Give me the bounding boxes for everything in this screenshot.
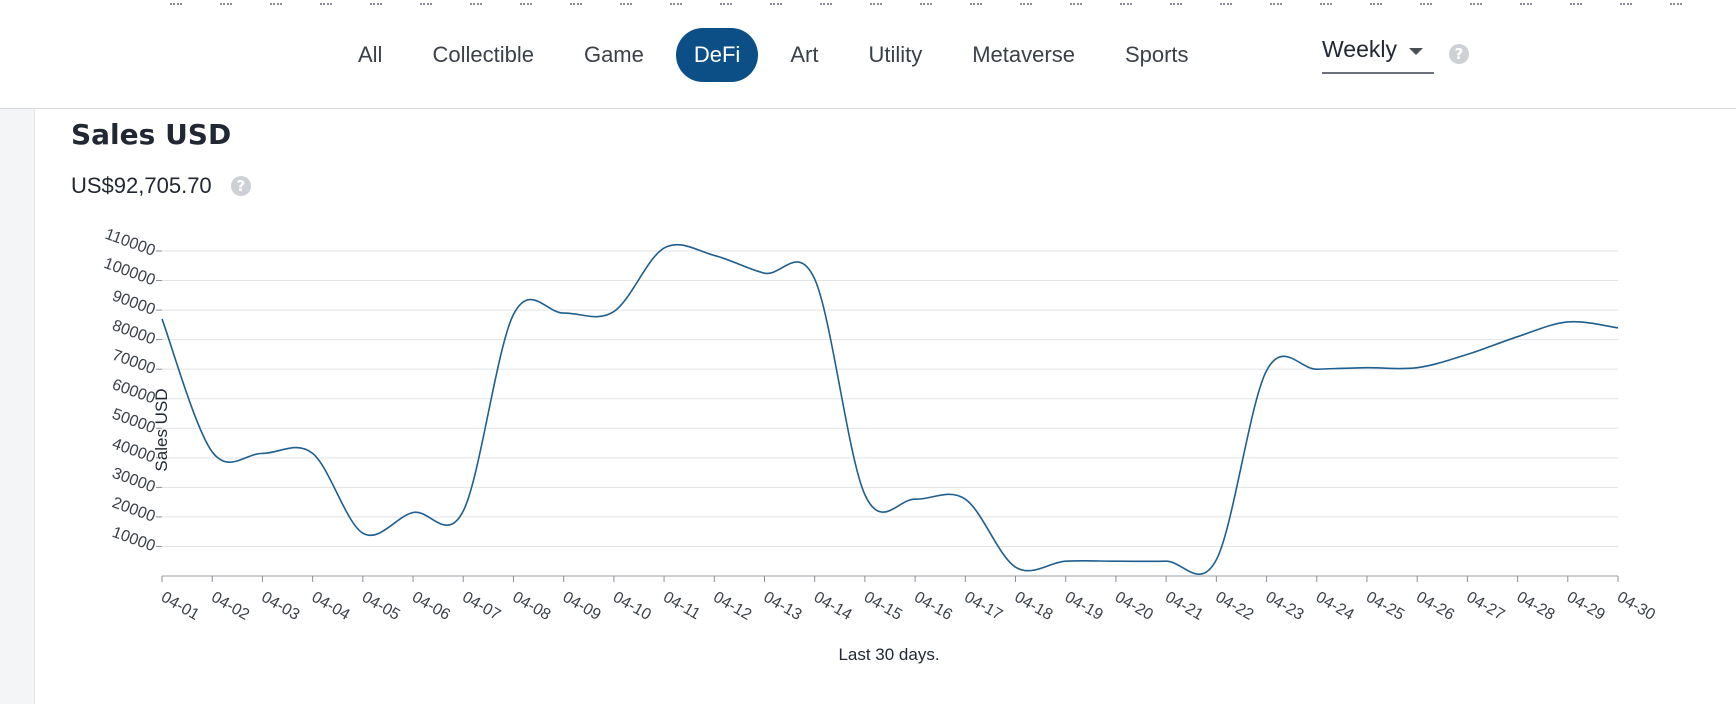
x-tick-label: 04-18 bbox=[1012, 589, 1056, 624]
chevron-down-icon bbox=[1409, 48, 1423, 55]
cropped-icon bbox=[1220, 0, 1232, 5]
y-tick-label: 110000 bbox=[103, 226, 158, 260]
cropped-icon bbox=[770, 0, 782, 5]
cropped-icon bbox=[1320, 0, 1332, 5]
tab-metaverse[interactable]: Metaverse bbox=[972, 42, 1075, 67]
x-tick-label: 04-28 bbox=[1514, 589, 1558, 624]
total-sales-value: US$92,705.70 bbox=[71, 173, 212, 198]
cropped-top-strip bbox=[0, 0, 1736, 6]
tab-utility[interactable]: Utility bbox=[868, 42, 923, 67]
left-sidebar bbox=[0, 109, 35, 704]
y-tick-label: 90000 bbox=[110, 288, 158, 319]
cropped-icon bbox=[320, 0, 332, 5]
x-tick-label: 04-25 bbox=[1363, 589, 1407, 624]
period-help-icon[interactable]: ? bbox=[1449, 44, 1469, 64]
cropped-icon bbox=[270, 0, 282, 5]
x-tick-label: 04-04 bbox=[309, 589, 353, 624]
x-tick-label: 04-17 bbox=[961, 589, 1005, 624]
x-tick-label: 04-22 bbox=[1212, 589, 1256, 624]
chart-title: Sales USD bbox=[71, 118, 232, 151]
cropped-icon bbox=[1520, 0, 1532, 5]
tab-defi[interactable]: DeFi bbox=[675, 28, 759, 82]
cropped-icon bbox=[1270, 0, 1282, 5]
x-tick-label: 04-29 bbox=[1564, 589, 1608, 624]
x-tick-label: 04-16 bbox=[911, 589, 955, 624]
cropped-icon bbox=[1070, 0, 1082, 5]
x-tick-label: 04-07 bbox=[459, 589, 503, 624]
x-tick-label: 04-06 bbox=[409, 589, 453, 624]
y-tick-label: 50000 bbox=[110, 406, 158, 437]
cropped-icon bbox=[520, 0, 532, 5]
period-dropdown-value: Weekly bbox=[1322, 36, 1397, 62]
tab-collectible[interactable]: Collectible bbox=[432, 42, 534, 67]
cropped-icon bbox=[670, 0, 682, 5]
cropped-icon bbox=[820, 0, 832, 5]
cropped-icon bbox=[1020, 0, 1032, 5]
cropped-icon bbox=[170, 0, 182, 5]
x-tick-label: 04-30 bbox=[1614, 589, 1658, 624]
x-tick-label: 04-21 bbox=[1162, 589, 1206, 624]
y-tick-label: 60000 bbox=[110, 376, 158, 407]
period-dropdown[interactable]: Weekly bbox=[1322, 34, 1434, 74]
cropped-icon bbox=[370, 0, 382, 5]
tab-game[interactable]: Game bbox=[583, 42, 644, 67]
cropped-icon bbox=[920, 0, 932, 5]
x-tick-label: 04-20 bbox=[1112, 589, 1156, 624]
x-tick-label: 04-15 bbox=[861, 589, 905, 624]
cropped-icon bbox=[1420, 0, 1432, 5]
cropped-icon bbox=[870, 0, 882, 5]
x-tick-label: 04-14 bbox=[811, 589, 855, 624]
y-tick-label: 100000 bbox=[101, 255, 157, 289]
cropped-icon bbox=[220, 0, 232, 5]
x-tick-label: 04-08 bbox=[509, 589, 553, 624]
sales-series-line bbox=[161, 243, 1619, 575]
top-navigation-bar: All Collectible Game DeFi Art Utility Metavers… bbox=[0, 0, 1736, 109]
cropped-icon bbox=[1170, 0, 1182, 5]
x-tick-label: 04-02 bbox=[208, 589, 252, 624]
y-tick-label: 70000 bbox=[110, 347, 158, 378]
cropped-icon bbox=[1670, 0, 1682, 5]
cropped-icon bbox=[1470, 0, 1482, 5]
y-tick-label: 20000 bbox=[110, 494, 158, 525]
cropped-icon bbox=[470, 0, 482, 5]
x-tick-label: 04-11 bbox=[660, 589, 703, 624]
tab-sports[interactable]: Sports bbox=[1124, 42, 1189, 67]
x-tick-label: 04-05 bbox=[359, 589, 403, 624]
cropped-icon bbox=[620, 0, 632, 5]
x-tick-label: 04-26 bbox=[1413, 589, 1457, 624]
total-help-icon[interactable]: ? bbox=[231, 176, 251, 196]
category-tabs: All Collectible Game DeFi Art Utility Metavers… bbox=[340, 28, 1221, 82]
y-tick-label: 10000 bbox=[110, 524, 158, 555]
y-tick-label: 80000 bbox=[110, 317, 158, 348]
x-tick-label: 04-13 bbox=[760, 589, 804, 624]
cropped-icon bbox=[1570, 0, 1582, 5]
x-tick-label: 04-10 bbox=[610, 589, 654, 624]
cropped-icon bbox=[1120, 0, 1132, 5]
y-tick-label: 30000 bbox=[110, 465, 158, 496]
x-tick-label: 04-23 bbox=[1263, 589, 1307, 624]
tab-all[interactable]: All bbox=[358, 42, 383, 67]
cropped-icon bbox=[1370, 0, 1382, 5]
cropped-icon bbox=[1620, 0, 1632, 5]
y-axis-label: Sales USD bbox=[152, 388, 171, 471]
cropped-icon bbox=[570, 0, 582, 5]
cropped-icon bbox=[420, 0, 432, 5]
tab-art[interactable]: Art bbox=[790, 42, 819, 67]
x-tick-label: 04-24 bbox=[1313, 589, 1357, 624]
cropped-icon bbox=[970, 0, 982, 5]
x-tick-label: 04-12 bbox=[710, 589, 754, 624]
x-tick-label: 04-27 bbox=[1463, 589, 1507, 624]
x-axis-label: Last 30 days. bbox=[838, 645, 939, 664]
cropped-icon bbox=[720, 0, 732, 5]
x-tick-label: 04-09 bbox=[560, 589, 604, 624]
x-tick-label: 04-03 bbox=[258, 589, 302, 624]
x-tick-label: 04-01 bbox=[158, 589, 202, 624]
x-tick-label: 04-19 bbox=[1062, 589, 1106, 624]
y-tick-label: 40000 bbox=[110, 435, 158, 466]
